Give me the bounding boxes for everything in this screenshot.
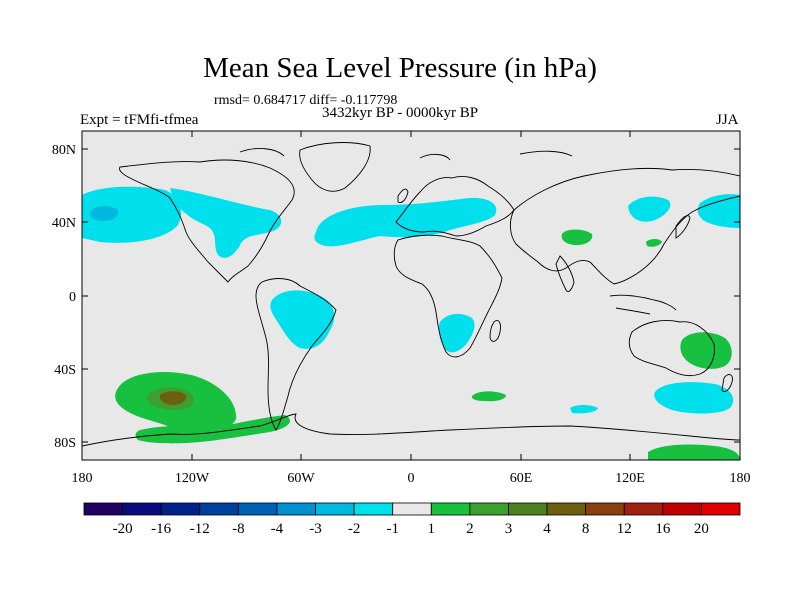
coast-uk xyxy=(397,188,409,203)
plot-title: Mean Sea Level Pressure (in hPa) xyxy=(203,52,597,84)
x-tick-label: 60E xyxy=(510,471,533,486)
colorbar-box xyxy=(276,502,316,516)
y-axis-labels: 80N 40N 0 40S 80S xyxy=(52,143,76,451)
coast-japan xyxy=(675,215,691,239)
coast-madagascar xyxy=(489,320,501,342)
anomaly-region-north-atlantic xyxy=(314,197,497,247)
season-label: JJA xyxy=(716,112,739,128)
x-axis-ticks xyxy=(81,131,741,460)
coast-indian-subcontinent xyxy=(555,255,575,293)
y-tick-label: 0 xyxy=(69,290,76,305)
colorbar-box xyxy=(353,502,394,516)
colorbar-box xyxy=(508,502,548,516)
colorbar-box xyxy=(83,502,123,516)
colorbar-label: -4 xyxy=(271,521,284,537)
anomaly-region-ross-sea xyxy=(648,444,740,460)
y-tick-label: 80S xyxy=(54,436,76,451)
anomaly-region-southern-africa xyxy=(438,313,475,353)
x-axis-labels: 180 120W 60W 0 60E 120E 180 xyxy=(72,471,751,486)
period-text: 3432kyr BP - 0000kyr BP xyxy=(322,105,479,121)
coast-indonesia xyxy=(609,294,677,315)
coast-greenland xyxy=(299,142,371,192)
x-tick-label: 180 xyxy=(72,471,93,486)
colorbar-box xyxy=(701,502,741,516)
colorbar-label: -12 xyxy=(190,521,210,537)
coast-north-america xyxy=(119,159,295,283)
anomaly-region-north-america xyxy=(170,188,282,258)
colorbar-box xyxy=(199,502,239,516)
x-tick-label: 60W xyxy=(287,471,315,486)
x-tick-label: 180 xyxy=(730,471,751,486)
y-tick-label: 80N xyxy=(52,143,76,158)
colorbar-label: 20 xyxy=(694,521,709,537)
colorbar-label: 8 xyxy=(582,521,590,537)
colorbar-box xyxy=(662,502,702,516)
colorbar-label: 1 xyxy=(428,521,436,537)
colorbar-label: -16 xyxy=(151,521,171,537)
coast-australia xyxy=(628,320,715,377)
colorbar-box xyxy=(237,502,278,516)
colorbar-label: -8 xyxy=(232,521,245,537)
anomaly-region-central-asia xyxy=(561,229,593,246)
colorbar-label: 16 xyxy=(655,521,671,537)
anomaly-region-antarctic-peninsula xyxy=(135,415,290,444)
anomaly-region-north-pacific-west xyxy=(82,186,182,243)
y-tick-label: 40S xyxy=(54,363,76,378)
colorbar-label: 4 xyxy=(543,521,551,537)
colorbar-box xyxy=(469,502,509,516)
y-tick-label: 40N xyxy=(52,216,76,231)
anomaly-region-southeast-pacific-peak xyxy=(159,391,187,405)
colorbar-label: -3 xyxy=(309,521,322,537)
coastlines xyxy=(82,142,740,447)
colorbar-box xyxy=(315,502,355,516)
experiment-label: Expt = tFMfi-tfmea xyxy=(80,112,199,128)
colorbar-label: -1 xyxy=(386,521,399,537)
x-tick-label: 0 xyxy=(408,471,415,486)
y-axis-ticks xyxy=(82,148,740,443)
anomaly-region-north-pacific-east xyxy=(697,194,740,228)
colorbar-box xyxy=(585,502,625,516)
anomaly-region-australia-east xyxy=(680,332,732,369)
anomaly-field xyxy=(82,186,740,460)
colorbar-label: 12 xyxy=(617,521,632,537)
colorbar-boxes xyxy=(83,502,741,516)
anomaly-region-southern-ocean-small xyxy=(570,405,598,414)
x-tick-label: 120E xyxy=(615,471,645,486)
coast-south-america xyxy=(255,278,337,431)
coast-asia xyxy=(509,167,740,285)
colorbar-box xyxy=(122,502,162,516)
colorbar-label: 3 xyxy=(505,521,513,537)
colorbar-label: -2 xyxy=(348,521,361,537)
x-tick-label: 120W xyxy=(175,471,210,486)
colorbar-label: -20 xyxy=(113,521,133,537)
coast-arctic-islands xyxy=(239,148,573,161)
coast-new-zealand xyxy=(721,374,733,393)
coast-africa xyxy=(393,234,503,358)
colorbar-labels: -20 -16 -12 -8 -4 -3 -2 -1 1 2 3 4 8 12 16 20 xyxy=(113,521,709,537)
anomaly-region-south-indian xyxy=(471,391,506,402)
coast-antarctica xyxy=(82,413,740,447)
stats-text: rmsd= 0.684717 diff= -0.117798 xyxy=(214,93,398,108)
anomaly-region-north-pacific-core xyxy=(89,206,119,222)
anomaly-region-east-asia xyxy=(628,196,671,222)
colorbar-box xyxy=(392,502,432,516)
anomaly-region-south-china xyxy=(646,239,662,247)
colorbar-box xyxy=(160,502,201,516)
anomaly-region-south-pacific xyxy=(654,382,734,414)
anomaly-region-south-america xyxy=(270,290,335,349)
colorbar-box xyxy=(623,502,664,516)
colorbar-box xyxy=(546,502,587,516)
colorbar-box xyxy=(430,502,471,516)
colorbar-label: 2 xyxy=(466,521,474,537)
